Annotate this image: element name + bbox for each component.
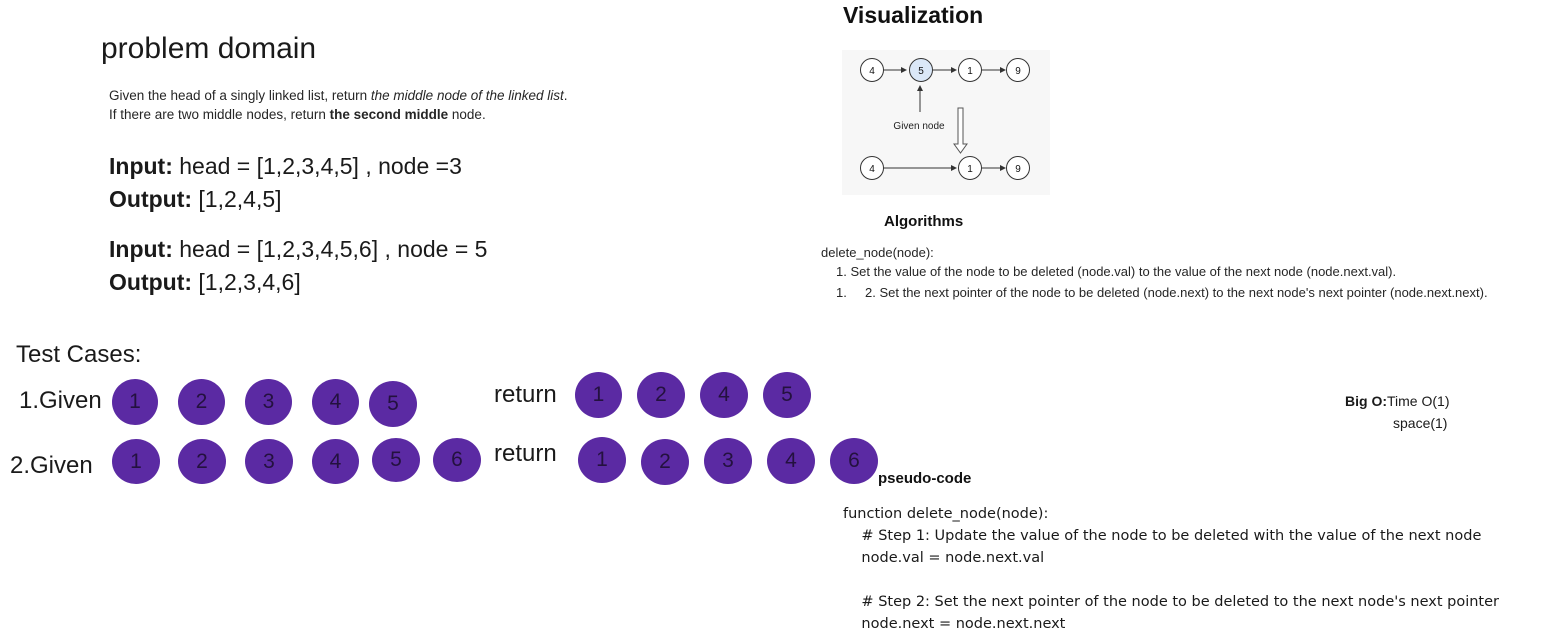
example-1: Input: head = [1,2,3,4,5] , node =3 Outp… [109,150,462,216]
pseudo-line: # Step 2: Set the next pointer of the no… [843,594,1499,610]
input-value: head = [1,2,3,4,5,6] , node = 5 [172,236,488,262]
output-label: Output: [109,186,193,212]
algorithm-signature: delete_node(node): [821,245,934,260]
example-2-output: Output: [1,2,3,4,6] [109,266,487,299]
visualization-title: Visualization [843,2,984,28]
top-node-2-label: 5 [918,66,924,77]
pseudo-line: function delete_node(node): [843,506,1049,522]
case-1-return-node: 2 [637,372,685,418]
bottom-node-2: 1 [958,156,982,180]
linked-list-diagram: 4 5 1 9 Given node 4 1 [842,50,1050,195]
case-1-return-node: 5 [763,372,811,418]
case-2-given-node: 3 [245,439,293,484]
desc2-b: the second middle [329,107,449,122]
output-value: [1,2,4,5] [192,186,282,212]
transform-arrow [953,107,968,154]
case-1-given-node: 3 [245,379,292,425]
problem-title: problem domain [101,32,317,65]
pseudo-line: node.next = node.next.next [843,616,1066,632]
pseudo-code-title: pseudo-code [878,470,972,487]
top-node-4-label: 9 [1015,66,1021,77]
top-node-3: 1 [958,58,982,82]
algorithm-step-1: 1. Set the value of the node to be delet… [836,264,1397,279]
desc1-b: the middle node of the linked list [370,88,564,103]
desc2-a: If there are two middle nodes, return [109,107,330,122]
case-1-return-node: 4 [700,372,748,418]
top-node-1-label: 4 [869,66,875,77]
desc1-a: Given the head of a singly linked list, … [109,88,371,103]
bottom-node-3-label: 9 [1015,164,1021,175]
desc2-c: node. [448,107,486,122]
case-2-given-node: 5 [372,438,420,482]
example-2: Input: head = [1,2,3,4,5,6] , node = 5 O… [109,233,487,299]
case-2-given-node: 6 [433,438,481,482]
algorithms-title: Algorithms [884,213,964,230]
case-2-given-node: 4 [312,439,359,484]
example-2-input: Input: head = [1,2,3,4,5,6] , node = 5 [109,233,487,266]
input-label: Input: [109,236,173,262]
case-1-given-node: 1 [112,379,158,425]
example-1-output: Output: [1,2,4,5] [109,183,462,216]
case-2-return-node: 2 [641,439,689,485]
bottom-node-2-label: 1 [967,164,973,175]
algorithm-step-2: 2. Set the next pointer of the node to b… [865,285,1488,300]
big-o-space: space(1) [1393,415,1448,431]
bottom-node-3: 9 [1006,156,1030,180]
case-2-given-node: 1 [112,439,160,484]
desc1-c: . [563,88,568,103]
case-1-label: 1.Given [19,387,102,414]
input-label: Input: [109,153,173,179]
case-2-return-label: return [494,440,557,467]
bottom-node-1: 4 [860,156,884,180]
big-o-label: Big O: [1345,393,1387,409]
input-value: head = [1,2,3,4,5] , node =3 [172,153,462,179]
big-o-time: Big O:Time O(1) [1345,390,1449,412]
algorithm-step-2-number: 1. [836,285,847,300]
case-2-return-node: 3 [704,438,752,484]
pseudo-line: node.val = node.next.val [843,550,1045,566]
case-2-return-node: 1 [578,437,626,483]
case-2-label: 2.Given [10,452,93,479]
pseudo-code-block: function delete_node(node): # Step 1: Up… [843,503,1499,635]
top-node-3-label: 1 [967,66,973,77]
case-2-return-node: 4 [767,438,815,484]
pseudo-line: # Step 1: Update the value of the node t… [843,528,1482,544]
given-node-label: Given node [893,121,945,132]
case-1-given-node: 4 [312,379,359,425]
output-label: Output: [109,269,193,295]
output-value: [1,2,3,4,6] [192,269,301,295]
case-2-given-node: 2 [178,439,226,484]
case-2-return-node: 6 [830,438,878,484]
bottom-node-1-label: 4 [869,164,875,175]
top-node-4: 9 [1006,58,1030,82]
case-1-given-node: 5 [369,381,417,427]
top-node-2-given: 5 [909,58,933,82]
big-o-time-value: Time O(1) [1387,393,1450,409]
case-1-return-label: return [494,381,557,408]
case-1-given-node: 2 [178,379,225,425]
case-1-return-node: 1 [575,372,622,418]
problem-description-line-2: If there are two middle nodes, return th… [109,105,486,124]
top-node-1: 4 [860,58,884,82]
pseudo-line [843,569,1499,591]
problem-description-line-1: Given the head of a singly linked list, … [109,86,568,105]
example-1-input: Input: head = [1,2,3,4,5] , node =3 [109,150,462,183]
linked-list-svg: 4 5 1 9 Given node 4 1 [860,58,1030,180]
test-cases-title: Test Cases: [16,341,142,368]
